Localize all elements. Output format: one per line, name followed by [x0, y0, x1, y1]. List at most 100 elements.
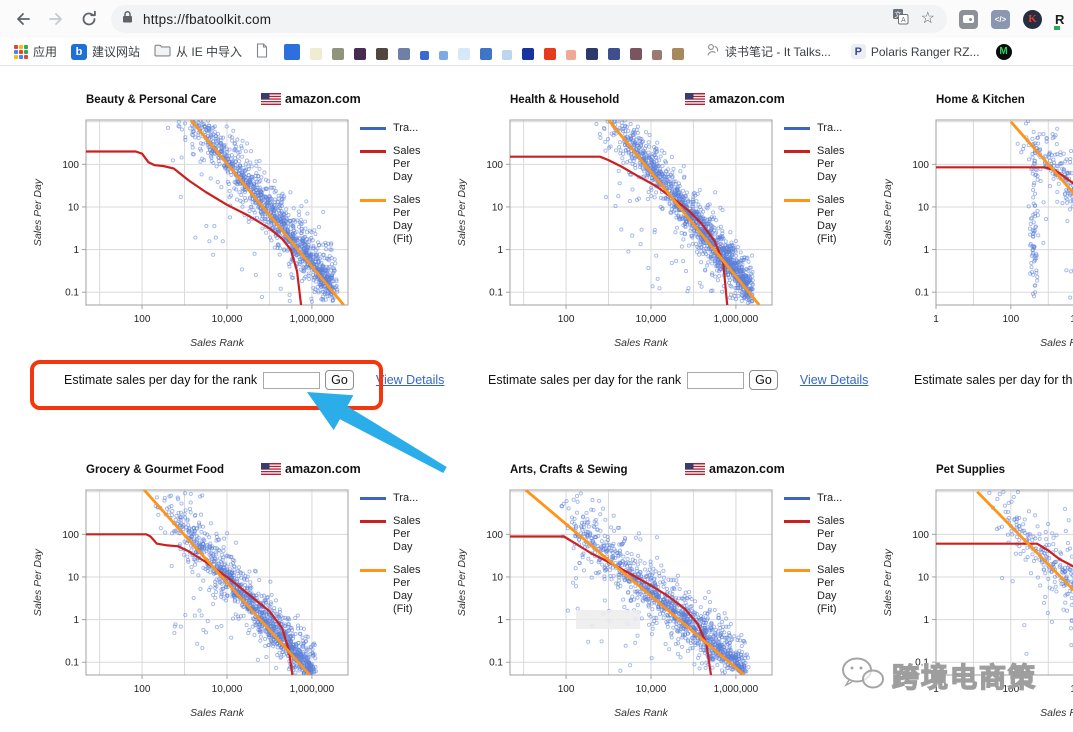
legend-fit-label: Sales Per Day (Fit): [393, 194, 421, 245]
plot-area: [510, 490, 751, 675]
favicon-bookmark[interactable]: [310, 47, 323, 60]
panel-title-row: Grocery & Gourmet Food amazon.com: [28, 458, 453, 484]
bookmark-polaris[interactable]: P Polaris Ranger RZ...: [850, 44, 980, 59]
svg-text:10: 10: [68, 202, 80, 213]
view-details-link[interactable]: View Details: [799, 373, 869, 387]
svg-text:1: 1: [933, 314, 939, 325]
svg-text:0.1: 0.1: [489, 288, 503, 299]
url-text[interactable]: https://fbatoolkit.com: [143, 11, 272, 27]
chart-panel-5: Pet Supplies amazon.com 1001010.1110010,…: [878, 458, 1073, 732]
favicon-bookmark[interactable]: [420, 50, 430, 60]
estimate-row: Estimate sales per day for the rank Go V…: [488, 370, 868, 390]
traffic-line-swatch: [360, 497, 386, 500]
favicon-bookmark[interactable]: [284, 43, 301, 60]
apps-grid-icon: [14, 44, 28, 59]
legend-traffic-label: Tra...: [817, 122, 843, 134]
rank-input[interactable]: [687, 371, 745, 389]
svg-text:1: 1: [923, 245, 929, 256]
chart-panel-4: Arts, Crafts & Sewing amazon.com 100 10 1 0…: [452, 458, 877, 732]
reload-icon[interactable]: [79, 9, 99, 29]
apps-shortcut[interactable]: 应用: [14, 43, 57, 60]
bookmark-bing-sites[interactable]: b 建议网站: [71, 43, 140, 60]
fit-line: [143, 490, 311, 675]
sales-line-swatch: [784, 150, 810, 153]
legend-fit-label: Sales Per Day (Fit): [393, 564, 421, 615]
bookmark-m-site[interactable]: M: [995, 43, 1012, 60]
estimate-row: Estimate sales per day for the rank Go V…: [914, 370, 1073, 390]
favicon-bookmark[interactable]: [522, 47, 535, 60]
favicon-bookmark[interactable]: [672, 47, 685, 60]
bookmark-reading-notes[interactable]: 读书笔记 - It Talks...: [706, 43, 831, 60]
favicon-bookmark[interactable]: [652, 49, 663, 60]
keepa-extension-icon[interactable]: K: [1023, 9, 1042, 29]
svg-text:1: 1: [73, 245, 79, 256]
chart-panel-2: Home & Kitchen amazon.com 100 10 1 0.1 1 100 1…: [878, 88, 1073, 428]
favicon-bookmark[interactable]: [630, 47, 643, 60]
traffic-line-swatch: [784, 497, 810, 500]
svg-text:1: 1: [497, 245, 503, 256]
favicon-bookmark[interactable]: [608, 47, 621, 60]
bookmark-ie-import-folder[interactable]: 从 IE 中导入: [154, 43, 242, 60]
panel-title-row: Home & Kitchen amazon.com: [878, 88, 1073, 114]
bookmark-star-icon[interactable]: ☆: [920, 10, 935, 27]
sales-per-day-line: [510, 535, 713, 675]
svg-text:10: 10: [918, 202, 930, 213]
r-extension-icon[interactable]: R: [1054, 12, 1067, 30]
svg-text:A: A: [901, 17, 906, 24]
svg-text:100: 100: [912, 160, 929, 171]
favicon-bookmark[interactable]: [354, 47, 367, 60]
apps-label: 应用: [33, 45, 58, 59]
marketplace: amazon.com: [261, 92, 361, 106]
favicon-bookmark[interactable]: [439, 50, 449, 60]
legend-sales-label: Sales Per Day: [393, 145, 421, 183]
code-extension-icon[interactable]: </>: [991, 9, 1010, 29]
red-highlight-box: [30, 360, 383, 410]
us-flag-icon: [685, 93, 705, 105]
forward-icon[interactable]: [46, 9, 66, 29]
chart-title: Arts, Crafts & Sewing: [510, 464, 628, 476]
fit-line-swatch: [784, 199, 810, 202]
svg-text:10,000: 10,000: [212, 314, 243, 325]
x-axis-label: Sales Rank: [614, 337, 668, 349]
go-button[interactable]: Go: [749, 370, 778, 390]
fit-line: [524, 490, 746, 675]
favicon-bookmark[interactable]: [586, 47, 599, 60]
scatter-points: [987, 490, 1073, 656]
sales-per-day-line: [510, 155, 729, 305]
svg-text:1,000,000: 1,000,000: [714, 314, 759, 325]
legend-traffic-label: Tra...: [393, 122, 419, 134]
bookmark-blank-page[interactable]: [256, 42, 268, 61]
rank-input[interactable]: [263, 371, 321, 389]
favicon-bookmark[interactable]: [480, 47, 493, 60]
x-axis-label: Sales Rank: [1040, 707, 1073, 719]
back-icon[interactable]: [13, 9, 33, 29]
chart-title: Grocery & Gourmet Food: [86, 464, 225, 476]
folder-icon: [154, 44, 171, 60]
favicon-bookmark[interactable]: [332, 47, 345, 60]
favicon-bookmark[interactable]: [458, 47, 471, 60]
favicon-bookmark[interactable]: [398, 47, 411, 60]
favicon-bookmark[interactable]: [566, 49, 577, 60]
chart-title: Home & Kitchen: [936, 94, 1025, 106]
favicon-bookmark[interactable]: [544, 47, 557, 60]
favicon-bookmark[interactable]: [502, 49, 513, 60]
favicon-bookmark[interactable]: [376, 47, 389, 60]
go-button[interactable]: Go: [325, 370, 354, 390]
chart-title: Health & Household: [510, 94, 620, 106]
fit-line: [976, 490, 1073, 592]
fit-line-swatch: [360, 199, 386, 202]
us-flag-icon: [685, 463, 705, 475]
view-details-link[interactable]: View Details: [375, 373, 445, 387]
downloader-extension-icon[interactable]: [959, 9, 978, 29]
legend-fit-label: Sales Per Day (Fit): [817, 194, 845, 245]
panel-title-row: Health & Household amazon.com: [452, 88, 877, 114]
x-axis-label: Sales Rank: [1040, 337, 1073, 349]
traffic-line-swatch: [360, 127, 386, 130]
x-axis-label: Sales Rank: [190, 707, 244, 719]
gray-smudge: [576, 610, 640, 629]
panel-title-row: Beauty & Personal Care amazon.com: [28, 88, 453, 114]
favicon-bookmarks[interactable]: [284, 43, 685, 60]
